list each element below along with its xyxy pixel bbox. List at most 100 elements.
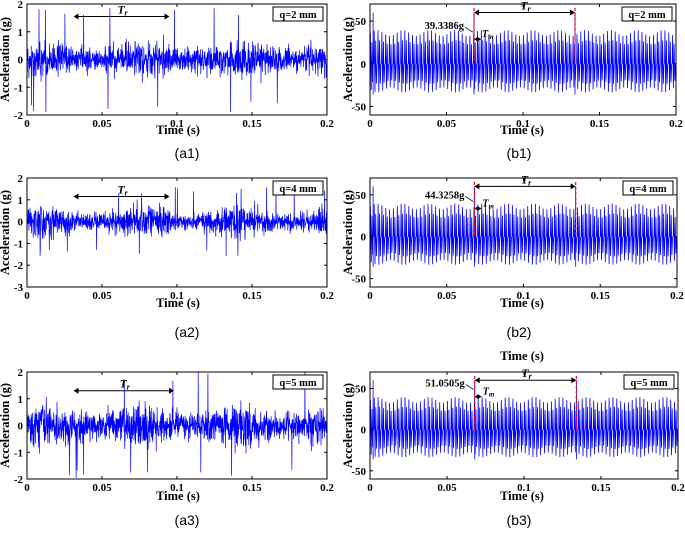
tr-arrow-head-right (169, 387, 174, 394)
x-axis-label: Time (s) (500, 296, 544, 310)
y-tick-label: -1 (14, 447, 23, 459)
y-tick-label: 0 (18, 421, 24, 433)
tr-label: Tr (120, 379, 131, 392)
tr-label-main: T (522, 368, 530, 380)
y-tick-label: 0 (361, 59, 367, 71)
tr-label-sub: r (125, 189, 129, 198)
tr-arrow-head-left (474, 9, 480, 16)
legend-box (272, 180, 324, 196)
x-tick-label: 0.1 (516, 118, 530, 130)
tm-label-main: T (482, 29, 489, 40)
tr-label-main: T (521, 1, 529, 13)
y-tick-label: 50 (355, 16, 367, 28)
x-tick-label: 0 (367, 118, 373, 130)
x-tick-label: 0.05 (92, 290, 112, 302)
tm-label-sub: m (488, 203, 494, 211)
tr-label-main: T (521, 174, 529, 186)
y-tick-label: 1 (18, 27, 24, 39)
tm-label-main: T (482, 199, 489, 210)
y-axis-label: Acceleration (g) (0, 17, 12, 102)
tr-arrow-head-left (73, 13, 79, 20)
panel-caption: (a2) (175, 324, 200, 340)
chart-panel-a1: 0 0.05 0.1 0.15 0.2 -2 -1 0 1 2 Time (s) Accelerati… (0, 0, 334, 161)
y-tick-label: 2 (18, 367, 24, 379)
legend-box (621, 6, 673, 22)
x-axis-label: Time (s) (500, 123, 544, 137)
tr-label-main: T (118, 185, 126, 197)
legend-label: q=5 mm (279, 378, 316, 389)
tm-label: Tm (482, 199, 494, 211)
y-tick-label: 0 (361, 425, 367, 437)
x-tick-label: 0.15 (591, 482, 611, 494)
x-tick-label: 0.1 (170, 482, 184, 494)
tm-label: Tm (483, 387, 495, 399)
y-tick-label: -3 (14, 282, 24, 294)
signal-series-line (370, 380, 678, 460)
tm-label-sub: m (488, 33, 494, 41)
tr-label-main: T (118, 4, 126, 16)
legend-label: q=4 mm (279, 184, 316, 195)
x-axis-label: Time (s) (500, 489, 544, 503)
tr-arrow-head-right (570, 183, 576, 190)
tr-arrow-head-right (164, 13, 170, 20)
x-axis-label: Time (s) (156, 489, 200, 503)
y-tick-label: 1 (18, 394, 24, 406)
y-tick-label: -50 (351, 466, 366, 478)
signal-series-line (27, 187, 327, 257)
peak-value-label: 39.3386g (425, 21, 465, 32)
tr-arrow-head-right (571, 377, 577, 384)
y-axis-label: Acceleration (g) (341, 17, 355, 102)
x-tick-label: 0.05 (92, 482, 112, 494)
y-axis-label: Acceleration (g) (0, 383, 12, 468)
x-tick-label: 0.15 (242, 118, 262, 130)
extra-time-label: Time (s) (500, 349, 544, 363)
y-tick-label: 50 (355, 383, 367, 395)
signal-series-line (27, 372, 327, 478)
y-axis-label: Acceleration (g) (341, 383, 355, 468)
x-tick-label: 0 (367, 482, 373, 494)
y-tick-label: -50 (351, 101, 366, 113)
x-tick-label: 0 (24, 482, 30, 494)
tr-label-sub: r (125, 8, 129, 17)
tr-label: Tr (521, 1, 532, 14)
y-tick-label: -2 (14, 110, 24, 122)
tr-arrow-head-left (474, 377, 480, 384)
x-tick-label: 0 (24, 290, 30, 302)
tr-label: Tr (522, 368, 533, 381)
legend-box (623, 374, 675, 390)
y-tick-label: 2 (18, 0, 24, 11)
tr-arrow-head-left (474, 183, 480, 190)
tr-label-sub: r (127, 383, 131, 392)
tr-label-sub: r (529, 372, 533, 381)
panel-caption: (b3) (507, 512, 532, 528)
tm-label-sub: m (489, 391, 495, 399)
tr-label-main: T (120, 379, 128, 391)
x-tick-label: 0.05 (92, 118, 112, 130)
panel-caption: (b2) (507, 324, 532, 340)
legend-box (272, 6, 324, 22)
chart-panel-a2: 0 0.05 0.1 0.15 0.2 -3 -2 -1 0 1 2 Time (s) Accelera… (0, 173, 334, 340)
panel-caption: (a1) (175, 145, 200, 161)
tr-label: Tr (521, 174, 532, 187)
y-tick-label: 0 (18, 217, 24, 229)
signal-series-line (370, 186, 677, 267)
signal-series-line (27, 8, 327, 113)
tr-arrow-head-right (164, 193, 170, 200)
legend-box (272, 374, 324, 390)
tr-label-sub: r (528, 178, 532, 187)
x-tick-label: 0.15 (591, 290, 611, 302)
tm-label-main: T (483, 387, 490, 398)
tr-label-sub: r (528, 5, 532, 14)
tm-arrow-head-right (477, 36, 482, 42)
y-tick-label: -2 (14, 260, 24, 272)
tr-arrow-head-left (73, 193, 79, 200)
y-tick-label: 1 (18, 195, 24, 207)
x-tick-label: 0.1 (517, 290, 531, 302)
tr-label: Tr (118, 4, 129, 17)
y-tick-label: 0 (361, 232, 367, 244)
x-tick-label: 0.2 (670, 290, 684, 302)
